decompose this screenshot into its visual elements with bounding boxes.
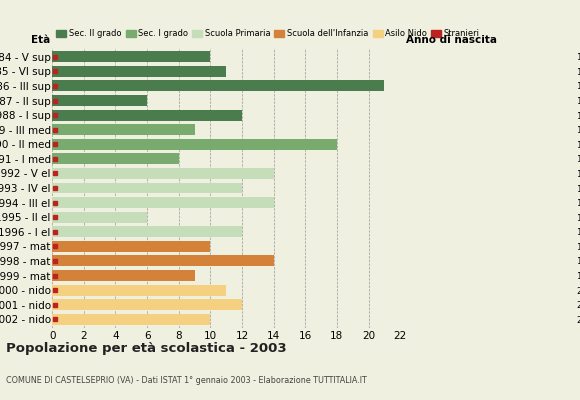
Bar [52, 270, 194, 281]
Text: COMUNE DI CASTELSEPRIO (VA) - Dati ISTAT 1° gennaio 2003 - Elaborazione TUTTITAL: COMUNE DI CASTELSEPRIO (VA) - Dati ISTAT… [6, 376, 367, 385]
Bar [52, 285, 226, 296]
Bar [52, 80, 385, 91]
Bar [52, 110, 242, 120]
Bar [52, 212, 147, 223]
Bar [52, 197, 274, 208]
Bar [52, 226, 242, 237]
Text: Popolazione per età scolastica - 2003: Popolazione per età scolastica - 2003 [6, 342, 287, 355]
Bar [52, 241, 211, 252]
Bar [52, 168, 274, 179]
Bar [52, 124, 194, 135]
Text: Età: Età [31, 35, 50, 45]
Bar [52, 182, 242, 194]
Bar [52, 51, 211, 62]
Bar [52, 66, 226, 77]
Bar [52, 95, 147, 106]
Bar [52, 299, 242, 310]
Text: Anno di nascita: Anno di nascita [406, 35, 497, 45]
Bar [52, 256, 274, 266]
Legend: Sec. II grado, Sec. I grado, Scuola Primaria, Scuola dell'Infanzia, Asilo Nido, : Sec. II grado, Sec. I grado, Scuola Prim… [56, 29, 480, 38]
Bar [52, 314, 211, 325]
Bar [52, 139, 337, 150]
Bar [52, 153, 179, 164]
